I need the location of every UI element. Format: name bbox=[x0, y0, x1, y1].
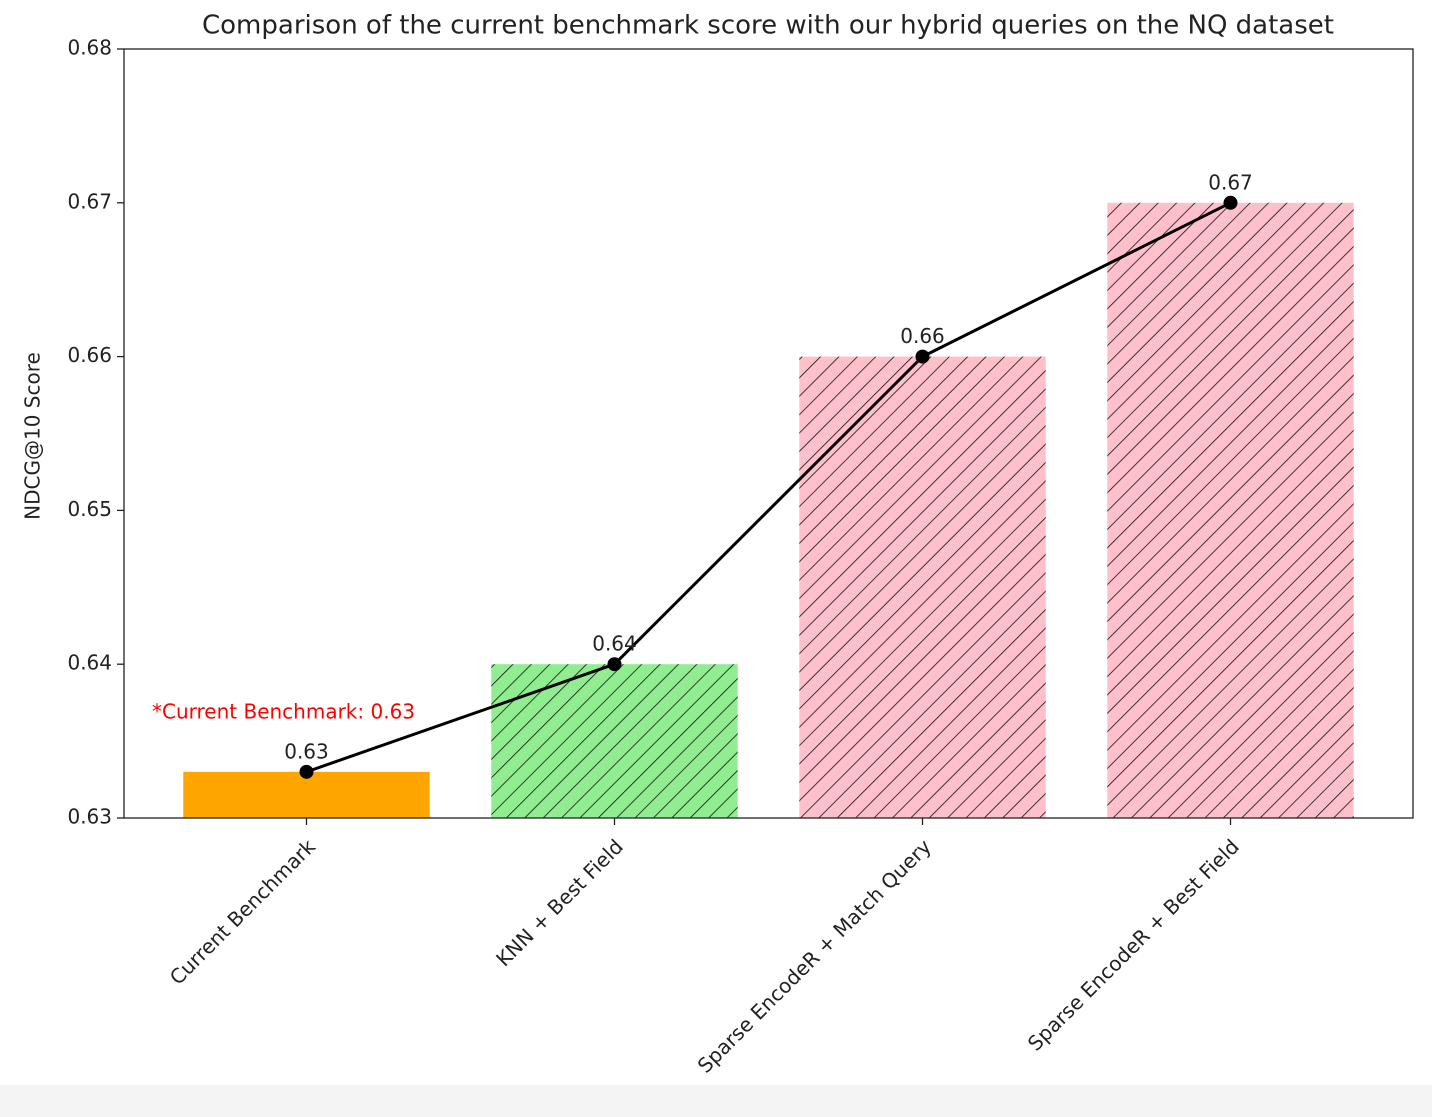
y-tick-label: 0.65 bbox=[67, 497, 112, 521]
y-axis-label: NDCG@10 Score bbox=[21, 352, 45, 520]
point bbox=[915, 349, 930, 364]
value-label: 0.63 bbox=[284, 739, 329, 763]
x-tick-label: Sparse EncodeR + Match Query bbox=[693, 834, 936, 1077]
point bbox=[1223, 195, 1238, 210]
point bbox=[299, 764, 314, 779]
y-tick-label: 0.64 bbox=[67, 651, 112, 675]
y-tick-label: 0.66 bbox=[67, 343, 112, 367]
annotation: *Current Benchmark: 0.63 bbox=[152, 700, 415, 724]
x-tick-label: Current Benchmark bbox=[165, 834, 320, 989]
trend-line bbox=[305, 201, 1232, 774]
value-label: 0.64 bbox=[592, 632, 637, 656]
point bbox=[607, 657, 622, 672]
x-tick-label: Sparse EncodeR + Best Field bbox=[1023, 834, 1244, 1055]
x-tick-label: KNN + Best Field bbox=[491, 834, 628, 971]
bar-hatch bbox=[491, 664, 738, 818]
y-tick-label: 0.67 bbox=[67, 189, 112, 213]
plot-frame bbox=[123, 48, 1414, 819]
y-tick-label: 0.68 bbox=[67, 36, 112, 60]
bar-hatch bbox=[799, 356, 1046, 818]
bar-hatch bbox=[1107, 202, 1354, 819]
value-label: 0.66 bbox=[900, 324, 945, 348]
bar bbox=[183, 771, 430, 818]
chart-title: Comparison of the current benchmark scor… bbox=[202, 11, 1334, 41]
y-tick-label: 0.63 bbox=[67, 805, 112, 829]
value-label: 0.67 bbox=[1208, 170, 1253, 194]
bottom-strip bbox=[0, 1085, 1432, 1117]
